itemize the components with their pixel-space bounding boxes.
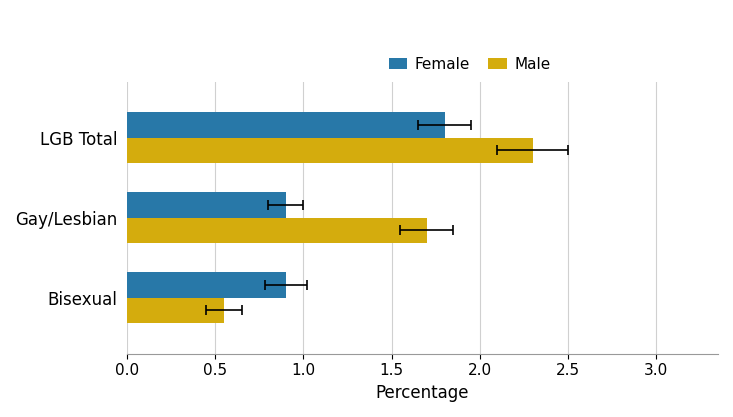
X-axis label: Percentage: Percentage bbox=[376, 384, 469, 402]
Bar bbox=[127, 298, 224, 323]
Bar bbox=[127, 192, 286, 218]
Bar bbox=[127, 218, 427, 243]
Legend: Female, Male: Female, Male bbox=[383, 51, 557, 78]
Bar bbox=[127, 112, 444, 138]
Bar bbox=[127, 272, 286, 298]
Bar bbox=[127, 138, 533, 163]
